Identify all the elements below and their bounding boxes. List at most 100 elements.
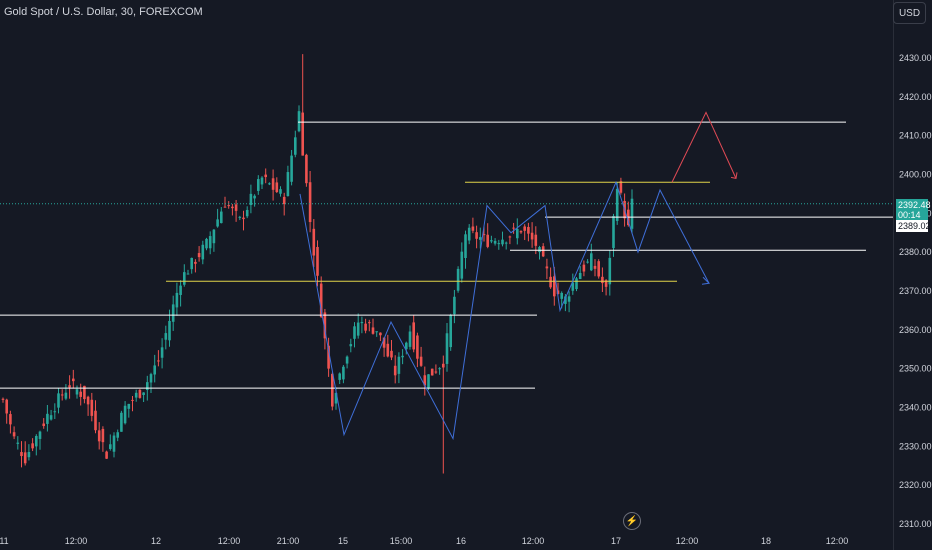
candle-body	[630, 198, 634, 229]
candle-body	[238, 216, 242, 218]
candle-body	[390, 350, 393, 358]
candle-body	[323, 312, 327, 339]
candle-body	[356, 322, 360, 336]
candle-body	[116, 432, 119, 438]
candle-body	[601, 276, 604, 284]
candle-body	[5, 399, 8, 414]
blue-arrowhead	[701, 276, 711, 285]
candle-body	[541, 246, 545, 257]
candle-body	[375, 331, 378, 333]
candle-body	[42, 423, 45, 427]
candle-body	[593, 265, 597, 269]
candle-body	[12, 432, 16, 437]
candle-body	[134, 392, 138, 398]
candle-body	[301, 112, 304, 156]
candle-body	[275, 182, 279, 193]
x-tick-label: 17	[611, 536, 621, 546]
candle-body	[164, 333, 168, 340]
candle-body	[538, 247, 541, 253]
x-tick-label: 21:00	[277, 536, 300, 546]
x-tick-label: 11	[0, 536, 9, 546]
candle-body	[582, 264, 586, 272]
candle-body	[430, 368, 434, 376]
candle-body	[75, 389, 79, 395]
candle-body	[445, 333, 449, 364]
candle-body	[408, 331, 412, 347]
y-tick-label: 2400.00	[899, 170, 932, 180]
candle-body	[549, 276, 552, 288]
candle-body	[27, 451, 31, 458]
candle-body	[105, 451, 108, 459]
candle-body	[79, 391, 82, 397]
candle-body	[286, 172, 290, 197]
candle-body	[382, 337, 386, 348]
y-tick-label: 2430.00	[899, 53, 932, 63]
candle-body	[90, 399, 94, 416]
candle-body	[405, 342, 408, 350]
y-tick-label: 2410.00	[899, 131, 932, 141]
candle-body	[131, 399, 134, 401]
candle-body	[612, 216, 615, 249]
candle-body	[160, 347, 164, 358]
y-tick-label: 2350.00	[899, 364, 932, 374]
candle-body	[575, 278, 578, 290]
candle-body	[234, 204, 238, 211]
red-projection-path	[671, 111, 737, 183]
lightning-icon[interactable]: ⚡	[623, 512, 641, 530]
candle-body	[512, 227, 515, 229]
candle-body	[242, 217, 245, 220]
candle-body	[186, 273, 190, 275]
candle-body	[423, 375, 427, 386]
candle-body	[523, 226, 526, 231]
candle-body	[249, 193, 253, 206]
last-price-value: 2392.48	[898, 200, 931, 210]
candle-body	[460, 251, 464, 279]
x-tick-label: 12:00	[65, 536, 88, 546]
candle-body	[545, 266, 549, 269]
candle-body	[416, 335, 419, 359]
candle-body	[23, 452, 27, 464]
candle-body	[208, 236, 212, 249]
candle-body	[190, 257, 193, 270]
y-tick-label: 2330.00	[899, 441, 932, 451]
candle-body	[464, 234, 467, 258]
candle-body	[308, 182, 312, 223]
bar-countdown: 00:14	[898, 210, 921, 220]
candle-body	[109, 444, 112, 449]
candle-body	[467, 227, 471, 241]
currency-button[interactable]: USD	[893, 2, 926, 24]
candle-body	[345, 356, 349, 364]
candle-body	[519, 231, 523, 233]
candle-body	[412, 322, 415, 350]
candle-body	[427, 374, 430, 388]
candle-body	[94, 410, 97, 431]
candle-body	[312, 228, 316, 256]
last-price-tag: 2392.48 00:14	[896, 199, 931, 221]
candle-body	[590, 253, 593, 271]
candle-body	[86, 396, 90, 405]
candle-body	[334, 392, 338, 404]
candle-body	[353, 326, 356, 339]
candle-body	[619, 181, 623, 193]
candle-body	[401, 355, 404, 358]
x-tick-label: 12:00	[522, 536, 545, 546]
candle-body	[560, 292, 563, 299]
candle-body	[327, 345, 330, 369]
candle-body	[530, 232, 534, 240]
candle-body	[597, 261, 600, 277]
candle-body	[556, 290, 560, 294]
candle-body	[257, 179, 260, 191]
candle-body	[342, 366, 345, 380]
candle-body	[567, 296, 571, 302]
candle-body	[138, 389, 142, 398]
candle-body	[486, 234, 489, 247]
candle-body	[223, 206, 227, 208]
candle-body	[294, 137, 297, 155]
candle-body	[146, 382, 149, 390]
y-tick-label: 2420.00	[899, 92, 932, 102]
candle-body	[608, 257, 612, 285]
candle-body	[586, 261, 589, 263]
candle-body	[438, 368, 441, 370]
candle-body	[60, 394, 64, 396]
